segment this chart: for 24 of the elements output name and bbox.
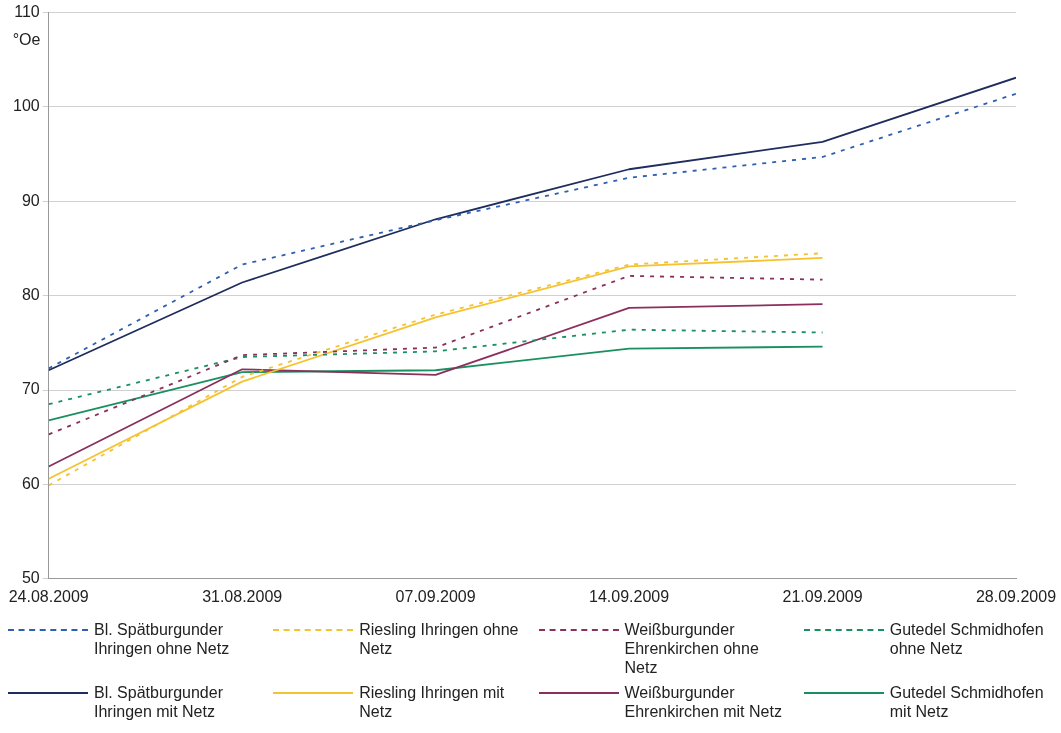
x-tick-label: 24.08.2009 xyxy=(8,587,89,605)
y-tick-label: 110 xyxy=(14,3,40,21)
y-axis-title: °Oe xyxy=(12,31,41,49)
y-tick-label: 60 xyxy=(21,474,40,492)
legend-label: Riesling Ihringen ohne Netz xyxy=(359,620,520,658)
legend-label: Bl. Spätburgunder Ihringen mit Netz xyxy=(94,683,224,721)
x-tick-label: 14.09.2009 xyxy=(589,587,670,605)
y-tick-label: 80 xyxy=(21,286,40,304)
legend-label: Bl. Spätburgunder Ihringen ohne Netz xyxy=(94,620,231,658)
line-series xyxy=(48,274,824,436)
line-series xyxy=(48,328,824,406)
y-tick-label: 100 xyxy=(12,97,40,115)
x-tick-label: 31.08.2009 xyxy=(202,587,283,605)
x-tick-label: 28.09.2009 xyxy=(975,587,1057,605)
legend-label: Weißburgunder Ehrenkirchen ohne Netz xyxy=(624,620,760,677)
legend-label: Gutedel Schmidhofen mit Netz xyxy=(889,683,1045,721)
legend-label: Riesling Ihringen mit Netz xyxy=(359,683,506,721)
legend-label: Gutedel Schmidhofen ohne Netz xyxy=(889,620,1045,658)
x-tick-label: 07.09.2009 xyxy=(395,587,476,605)
y-tick-label: 50 xyxy=(21,569,40,587)
y-tick-label: 70 xyxy=(21,380,40,398)
y-tick-label: 90 xyxy=(21,191,40,209)
x-tick-label: 21.09.2009 xyxy=(782,587,863,605)
legend-label: Weißburgunder Ehrenkirchen mit Netz xyxy=(624,683,783,721)
